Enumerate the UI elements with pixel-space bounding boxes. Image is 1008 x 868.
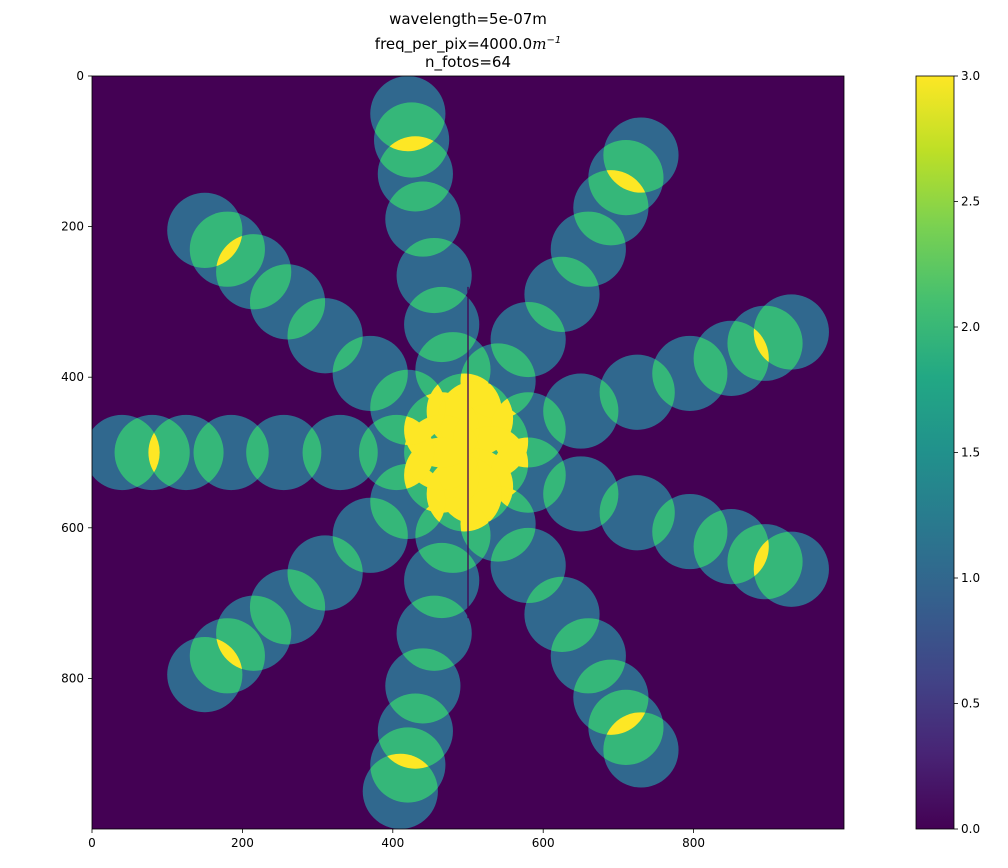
colorbar-tick-label: 1.0	[961, 571, 980, 585]
overlap-2-region-65	[490, 486, 536, 513]
overlap-2-region-132	[216, 234, 265, 287]
colorbar: 0.0 0.5 1.0 1.5 2.0 2.5 3.0	[915, 69, 980, 836]
axes: 0 200 400 600 800 0 200 400 600 800	[61, 69, 845, 850]
overlap-2-region-63	[543, 456, 566, 513]
overlap-2-region-24	[573, 211, 626, 246]
plot-area	[92, 76, 844, 829]
overlap-2-region-61	[652, 493, 675, 551]
overlap-3-region-127	[426, 456, 480, 491]
colorbar-tick-label: 0.5	[961, 697, 980, 711]
x-tick-label: 400	[381, 836, 404, 850]
colorbar-tick-label: 2.0	[961, 320, 980, 334]
overlap-2-region-42	[727, 320, 769, 381]
overlap-2-region-79	[524, 576, 566, 604]
x-tick-label: 0	[88, 836, 96, 850]
overlap-3-region-84	[490, 448, 514, 502]
overlap-2-region-134	[287, 298, 326, 340]
colorbar-gradient	[915, 75, 955, 830]
overlap-3-region-134	[404, 437, 435, 491]
chart-title-line-1: wavelength=5e-07m	[389, 10, 547, 28]
overlap-3-region-102	[603, 712, 649, 735]
overlap-2-region-99	[415, 497, 446, 540]
overlap-3-region-35	[603, 170, 649, 193]
plot-frame	[91, 75, 845, 830]
freq-label: freq_per_pix=4000.0	[374, 35, 533, 53]
chart-title-line-3: n_fotos=64	[425, 53, 511, 71]
y-tick-label: 0	[76, 69, 84, 83]
overlap-2-region-107	[216, 618, 265, 671]
colorbar-tick-label: 3.0	[961, 69, 980, 83]
overlap-2-region-10	[415, 369, 446, 408]
colorbar-tick-label: 2.5	[961, 195, 980, 209]
chart-title-line-2: freq_per_pix=4000.0m−1	[92, 31, 844, 54]
y-tick-label: 600	[61, 521, 84, 535]
x-tick-label: 600	[532, 836, 555, 850]
x-tick-label: 200	[231, 836, 254, 850]
colorbar-tick-label: 0.0	[961, 822, 980, 836]
freq-unit-exponent: −1	[546, 35, 562, 46]
overlap-2-region-121	[193, 414, 224, 491]
overlap-2-region-3	[385, 181, 453, 212]
freq-unit: m	[532, 35, 547, 53]
overlap-2-region-59	[727, 524, 769, 585]
colorbar-tick-label: 1.5	[961, 446, 980, 460]
y-tick-label: 800	[61, 671, 84, 685]
overlap-2-region-110	[332, 535, 363, 573]
overlap-3-region-10	[460, 381, 502, 419]
overlap-2-region-77	[573, 659, 626, 694]
overlap-2-region-111	[370, 497, 408, 540]
overlap-2-region-26	[524, 301, 566, 332]
x-tick-label: 800	[682, 836, 705, 850]
overlap-2-region-78	[550, 618, 600, 652]
overlap-2-region-135	[332, 335, 363, 374]
overlap-2-region-2	[377, 136, 450, 178]
overlap-2-region-109	[287, 569, 326, 611]
y-tick-label: 200	[61, 220, 84, 234]
overlap-2-region-136	[370, 369, 408, 412]
overlap-2-region-27	[490, 343, 536, 378]
overlap-2-region-93	[377, 727, 446, 769]
disk-7-4	[246, 414, 322, 491]
overlap-2-region-46	[543, 392, 566, 449]
y-tick-label: 400	[61, 370, 84, 384]
disk-7-5	[302, 414, 378, 491]
overlap-2-region-94	[385, 693, 453, 724]
overlap-2-region-25	[550, 256, 600, 287]
overlap-2-region-44	[652, 354, 675, 412]
overlap-2-region-80	[490, 527, 536, 562]
overlap-2-region-120	[148, 414, 190, 491]
overlap-3-region-139	[404, 414, 435, 468]
